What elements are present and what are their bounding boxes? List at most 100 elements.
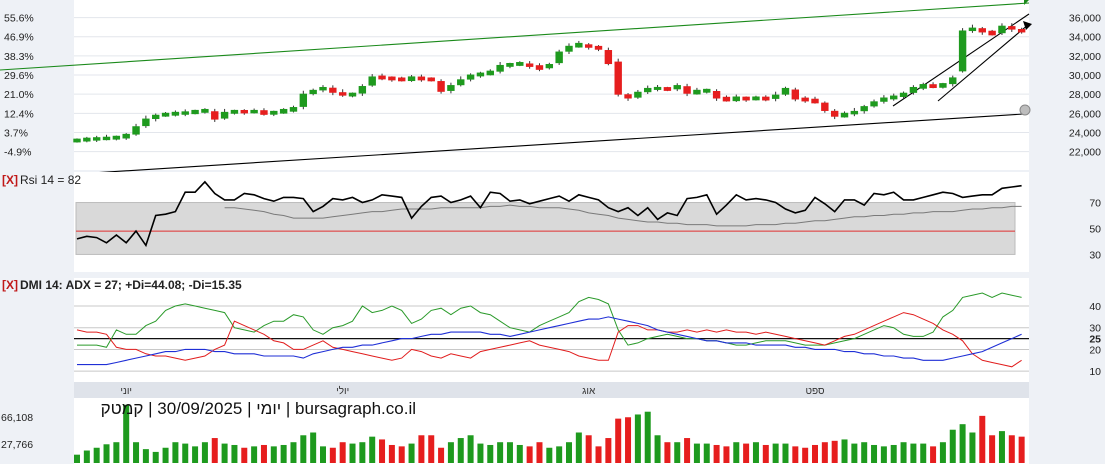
volume-bar (192, 446, 199, 463)
volume-bar (379, 439, 386, 463)
volume-bar (349, 443, 356, 463)
price-tick-label: 24,000 (1069, 127, 1101, 139)
volume-bar (526, 446, 533, 463)
volume-bar (339, 442, 346, 463)
rsi-label: Rsi 14 = 82 (20, 173, 81, 187)
volume-bar (251, 446, 258, 463)
volume-bar (408, 443, 415, 463)
candle-body (663, 87, 672, 91)
candle-body (486, 70, 494, 76)
volume-bar (516, 444, 523, 463)
price-tick-label: 26,000 (1069, 108, 1101, 120)
volume-bar (615, 418, 622, 463)
candle-body (958, 30, 967, 72)
support-end-marker (1019, 104, 1031, 116)
volume-bar (998, 431, 1005, 463)
price-panel (74, 0, 1029, 170)
dmi-lines (76, 292, 1022, 368)
volume-bar (684, 438, 691, 463)
candle-body (742, 96, 750, 101)
volume-bar (634, 414, 641, 463)
candle-body (693, 89, 701, 95)
volume-bar (812, 444, 818, 463)
candle-body (634, 91, 642, 98)
volume-bar (841, 439, 848, 463)
x-tick-label: ספט (805, 386, 825, 397)
volume-bar (162, 447, 169, 463)
candle-body (407, 76, 416, 82)
volume-bar (939, 442, 946, 463)
candle-body (624, 94, 632, 99)
percent-tick-label: 12.4% (4, 108, 34, 120)
price-tick-label: 22,000 (1069, 147, 1101, 159)
volume-bar (329, 447, 336, 463)
candle-body (506, 62, 514, 67)
x-axis: יוני יולי אוג ספט (120, 385, 825, 397)
volume-bar (989, 435, 996, 463)
volume-bar (290, 442, 297, 463)
candle-body (201, 108, 209, 113)
channel-arrow-head (1023, 21, 1032, 30)
volume-bar (920, 443, 927, 463)
adx-line (77, 316, 1022, 366)
candle-body (860, 106, 868, 112)
candle-body (545, 63, 554, 69)
candle-body (850, 110, 859, 115)
volume-bar (831, 440, 838, 463)
volume-bar (871, 444, 878, 463)
volume-bar (418, 435, 425, 463)
volume-bar (103, 444, 110, 463)
candle-body (142, 118, 150, 127)
plus-di-line (77, 292, 1022, 348)
percent-tick-label: 21.0% (4, 89, 34, 101)
right-axis: 36,000 34,000 32,000 30,000 28,000 26,000 24,0… (1069, 13, 1101, 159)
candle-body (309, 89, 317, 95)
volume-bar (703, 443, 710, 463)
candle-body (437, 81, 445, 92)
candle-body (73, 138, 81, 143)
volume-bars (74, 404, 1025, 463)
candle-body (909, 86, 918, 93)
volume-bar (792, 446, 799, 463)
candle-body (712, 91, 721, 99)
volume-bar (182, 443, 189, 463)
volume-bar (123, 404, 130, 463)
price-tick-label: 32,000 (1069, 51, 1101, 63)
volume-bar (83, 450, 90, 463)
price-tick-label: 36,000 (1069, 13, 1101, 25)
volume-bar (74, 454, 80, 463)
candle-body (112, 135, 121, 140)
candles (73, 23, 1026, 143)
dmi-tick-label: 40 (1089, 301, 1101, 313)
candle-body (83, 137, 91, 142)
rsi-line (76, 180, 1022, 248)
volume-bar (880, 446, 887, 463)
dmi-tick-label: 30 (1089, 323, 1101, 335)
candle-body (171, 111, 180, 116)
dmi-tick-label: 25 (1089, 334, 1101, 346)
candle-body (102, 136, 111, 141)
candle-body (220, 111, 229, 119)
candle-body (703, 88, 711, 93)
rsi-band-area (75, 202, 1016, 255)
volume-bar (644, 411, 651, 463)
volume-bar (752, 442, 759, 463)
candle-body (191, 109, 199, 115)
dmi-close-glyph[interactable]: [X] (2, 278, 18, 292)
rsi-close-glyph[interactable]: [X] (2, 173, 18, 187)
volume-bar (605, 438, 612, 463)
candle-body (230, 109, 239, 114)
candle-body (338, 92, 347, 96)
candle-body (1008, 26, 1016, 30)
rsi-tick-label: 50 (1089, 223, 1101, 235)
percent-tick-label: 38.3% (4, 51, 34, 63)
volume-bar (133, 442, 140, 463)
candle-body (466, 74, 475, 80)
volume-bar (280, 444, 287, 463)
candle-body (968, 27, 977, 32)
volume-bar (536, 442, 543, 463)
volume-bar (625, 417, 632, 463)
volume-bar (595, 446, 602, 463)
candle-body (683, 86, 691, 94)
